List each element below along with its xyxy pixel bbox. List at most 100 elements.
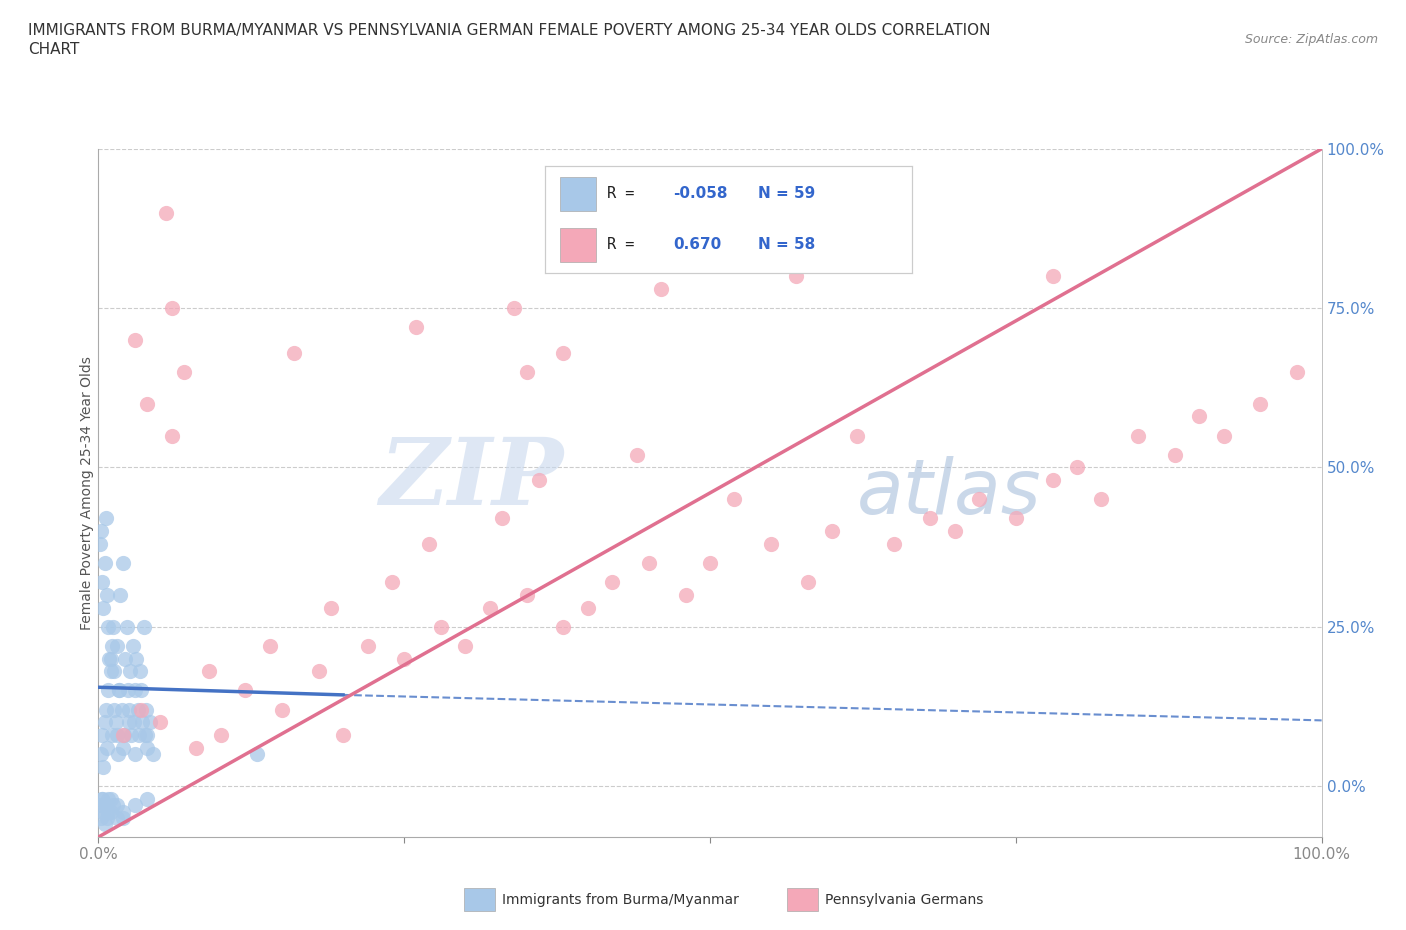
- Point: [121, 638, 143, 653]
- Point: [111, 555, 134, 570]
- Text: Pennsylvania Germans: Pennsylvania Germans: [825, 893, 984, 908]
- Point: [405, 320, 427, 335]
- Point: [100, 664, 122, 679]
- Point: [319, 600, 342, 615]
- Point: [91, 727, 114, 742]
- Point: [94, 798, 117, 813]
- Text: atlas: atlas: [856, 456, 1042, 530]
- Point: [93, 555, 115, 570]
- Point: [101, 727, 124, 742]
- Point: [332, 727, 354, 742]
- Point: [125, 651, 148, 666]
- Point: [233, 683, 256, 698]
- Point: [381, 575, 404, 590]
- Point: [124, 333, 146, 348]
- Point: [246, 747, 269, 762]
- Point: [100, 651, 122, 666]
- Point: [600, 575, 623, 590]
- Point: [134, 727, 156, 742]
- Y-axis label: Female Poverty Among 25-34 Year Olds: Female Poverty Among 25-34 Year Olds: [80, 356, 94, 630]
- Point: [108, 683, 131, 698]
- Point: [197, 664, 219, 679]
- Point: [94, 702, 117, 717]
- Point: [91, 804, 114, 819]
- Point: [111, 804, 134, 819]
- Point: [91, 791, 114, 806]
- Point: [122, 715, 145, 730]
- Point: [107, 747, 129, 762]
- Point: [94, 511, 117, 525]
- Point: [127, 702, 149, 717]
- Point: [115, 619, 138, 634]
- Point: [785, 269, 807, 284]
- Point: [132, 619, 155, 634]
- Point: [1004, 511, 1026, 525]
- Point: [124, 683, 146, 698]
- Point: [100, 791, 122, 806]
- Point: [491, 511, 513, 525]
- Point: [478, 600, 501, 615]
- Point: [576, 600, 599, 615]
- Point: [136, 396, 159, 411]
- Point: [797, 575, 820, 590]
- Point: [821, 524, 844, 538]
- Point: [118, 702, 141, 717]
- Point: [723, 492, 745, 507]
- Point: [503, 300, 526, 315]
- Point: [155, 206, 177, 220]
- Point: [91, 575, 114, 590]
- Point: [129, 702, 152, 717]
- Point: [90, 810, 112, 825]
- Point: [1128, 428, 1150, 443]
- Text: IMMIGRANTS FROM BURMA/MYANMAR VS PENNSYLVANIA GERMAN FEMALE POVERTY AMONG 25-34 : IMMIGRANTS FROM BURMA/MYANMAR VS PENNSYL…: [28, 23, 991, 38]
- Point: [136, 727, 159, 742]
- Point: [111, 740, 134, 755]
- Text: Immigrants from Burma/Myanmar: Immigrants from Burma/Myanmar: [502, 893, 738, 908]
- Point: [527, 472, 550, 487]
- Point: [392, 651, 416, 666]
- Text: CHART: CHART: [28, 42, 80, 57]
- Point: [93, 798, 115, 813]
- Point: [136, 791, 159, 806]
- Point: [120, 664, 142, 679]
- Point: [118, 715, 141, 730]
- Point: [124, 747, 146, 762]
- Point: [430, 619, 453, 634]
- Point: [1188, 409, 1211, 424]
- Point: [101, 798, 124, 813]
- Point: [131, 715, 153, 730]
- Point: [124, 798, 146, 813]
- Point: [356, 638, 378, 653]
- Point: [103, 702, 125, 717]
- Point: [173, 365, 195, 379]
- Point: [139, 715, 162, 730]
- Point: [883, 537, 905, 551]
- Point: [93, 817, 115, 831]
- Point: [135, 702, 157, 717]
- Point: [418, 537, 440, 551]
- Point: [650, 282, 672, 297]
- Point: [108, 683, 131, 698]
- Point: [120, 727, 142, 742]
- Point: [638, 555, 661, 570]
- Point: [675, 588, 697, 603]
- Point: [91, 791, 114, 806]
- Point: [1042, 472, 1064, 487]
- Point: [105, 727, 128, 742]
- Point: [100, 804, 122, 819]
- Point: [699, 555, 721, 570]
- Point: [149, 715, 172, 730]
- Point: [259, 638, 281, 653]
- Point: [110, 588, 132, 603]
- Point: [89, 537, 111, 551]
- Point: [114, 651, 136, 666]
- Point: [105, 810, 128, 825]
- Point: [128, 727, 150, 742]
- Point: [626, 447, 648, 462]
- Point: [186, 740, 208, 755]
- Point: [1212, 428, 1234, 443]
- Point: [96, 740, 118, 755]
- Point: [97, 619, 120, 634]
- Text: ZIP: ZIP: [380, 434, 564, 525]
- Point: [142, 747, 165, 762]
